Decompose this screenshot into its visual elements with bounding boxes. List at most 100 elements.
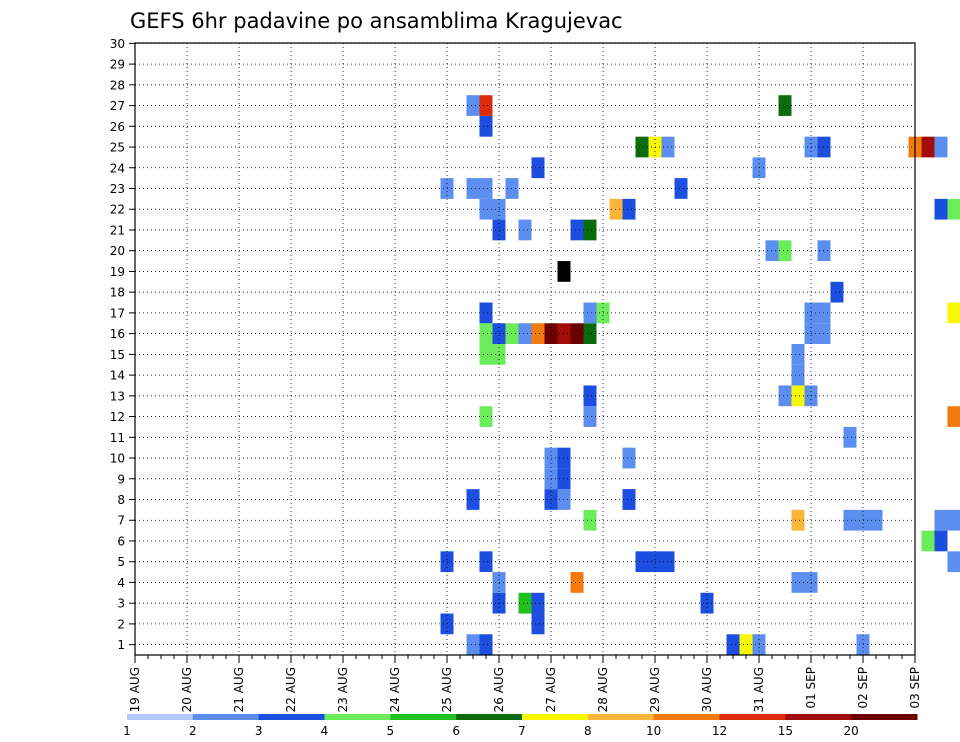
precip-cell xyxy=(791,344,805,365)
y-tick-label: 1 xyxy=(117,638,125,652)
colorbar-segment xyxy=(324,714,391,720)
precip-cell xyxy=(947,406,960,427)
colorbar-label: 15 xyxy=(778,724,793,738)
y-tick-label: 9 xyxy=(117,472,125,486)
precip-cell xyxy=(570,219,584,241)
x-tick-label: 24 AUG xyxy=(388,667,402,712)
precip-cell xyxy=(583,509,597,531)
precip-cell xyxy=(830,281,844,303)
x-tick-label: 19 AUG xyxy=(128,667,142,712)
precip-cell xyxy=(791,385,805,407)
y-tick-label: 8 xyxy=(117,493,125,507)
precip-cell xyxy=(479,178,493,199)
colorbar-segment xyxy=(587,714,655,720)
x-axis: 19 AUG 20 AUG 21 AUG 22 AUG 23 AUG 24 AUG 25 A… xyxy=(128,655,922,712)
y-tick-label: 4 xyxy=(117,576,125,590)
colorbar-label: 7 xyxy=(518,724,526,738)
x-tick-label: 25 AUG xyxy=(440,667,454,712)
colorbar-label: 4 xyxy=(321,724,329,738)
precip-cell xyxy=(947,302,960,324)
precip-cell xyxy=(479,198,493,220)
precip-cell xyxy=(934,136,948,158)
precipitation-cells xyxy=(440,95,960,655)
x-tick-label: 28 AUG xyxy=(596,667,610,712)
x-tick-label: 26 AUG xyxy=(492,667,506,712)
colorbar-label: 3 xyxy=(255,724,263,738)
colorbar-label: 2 xyxy=(189,724,197,738)
chart-title: GEFS 6hr padavine po ansamblima Kragujev… xyxy=(130,9,623,33)
precip-cell xyxy=(531,592,545,614)
colorbar-segment xyxy=(522,714,589,720)
precip-cell xyxy=(479,95,493,116)
precip-cell xyxy=(622,447,636,469)
colorbar-label: 1 xyxy=(123,724,131,738)
y-tick-label: 15 xyxy=(110,348,125,362)
y-tick-label: 3 xyxy=(117,597,125,611)
precip-cell xyxy=(622,489,636,510)
colorbar-label: 10 xyxy=(646,724,661,738)
colorbar-label: 6 xyxy=(452,724,460,738)
y-tick-label: 11 xyxy=(110,431,125,445)
colorbar-segment xyxy=(785,714,852,720)
y-tick-label: 14 xyxy=(110,369,125,383)
x-tick-label: 31 AUG xyxy=(752,667,766,712)
precip-cell xyxy=(778,95,792,116)
y-tick-label: 5 xyxy=(117,555,125,569)
colorbar-label: 5 xyxy=(387,724,395,738)
y-tick-label: 29 xyxy=(110,58,125,72)
precip-cell xyxy=(921,530,935,552)
x-tick-label: 20 AUG xyxy=(180,667,194,712)
precip-cell xyxy=(791,572,805,593)
precip-cell xyxy=(583,323,597,344)
precip-cell xyxy=(791,364,805,386)
precip-cell xyxy=(583,406,597,427)
y-tick-label: 16 xyxy=(110,327,125,341)
precip-cell xyxy=(934,509,948,531)
precip-cell xyxy=(479,302,493,324)
y-tick-label: 13 xyxy=(110,389,125,403)
precip-cell xyxy=(726,634,740,655)
precip-cell xyxy=(739,634,753,655)
precip-cell xyxy=(479,551,493,573)
x-tick-label: 23 AUG xyxy=(336,667,350,712)
y-tick-label: 25 xyxy=(110,141,125,155)
colorbar-segment xyxy=(719,714,786,720)
precip-cell xyxy=(518,592,532,614)
y-tick-label: 24 xyxy=(110,161,125,175)
precip-cell xyxy=(583,219,597,241)
x-tick-label: 03 SEP xyxy=(908,667,922,709)
precip-cell xyxy=(635,551,649,573)
precip-cell xyxy=(479,344,493,365)
precip-cell xyxy=(466,634,480,655)
y-tick-label: 17 xyxy=(110,306,125,320)
colorbar-segment xyxy=(192,714,260,720)
precip-cell xyxy=(466,489,480,510)
precip-cell xyxy=(622,198,636,220)
colorbar-segment xyxy=(456,714,523,720)
y-tick-label: 7 xyxy=(117,514,125,528)
precip-cell xyxy=(518,323,532,344)
y-tick-label: 21 xyxy=(110,223,125,237)
precip-cell xyxy=(466,95,480,116)
precip-cell xyxy=(934,198,948,220)
colorbar-segment xyxy=(653,714,720,720)
y-tick-label: 27 xyxy=(110,99,125,113)
precip-cell xyxy=(479,634,493,655)
precip-cell xyxy=(479,323,493,344)
precip-cell xyxy=(531,613,545,635)
y-tick-label: 12 xyxy=(110,410,125,424)
y-tick-label: 20 xyxy=(110,244,125,258)
x-tick-label: 01 SEP xyxy=(804,667,818,709)
precip-cell xyxy=(570,323,584,344)
colorbar-label: 12 xyxy=(712,724,727,738)
precip-cell xyxy=(778,385,792,407)
x-tick-label: 27 AUG xyxy=(544,667,558,712)
precip-cell xyxy=(479,406,493,427)
colorbar-legend: 1 2 3 4 5 6 7 8 10 12 15 20 xyxy=(123,714,918,738)
precip-cell xyxy=(778,240,792,262)
colorbar-label: 20 xyxy=(844,724,859,738)
precip-cell xyxy=(583,385,597,407)
y-tick-label: 22 xyxy=(110,203,125,217)
x-tick-label: 30 AUG xyxy=(700,667,714,712)
